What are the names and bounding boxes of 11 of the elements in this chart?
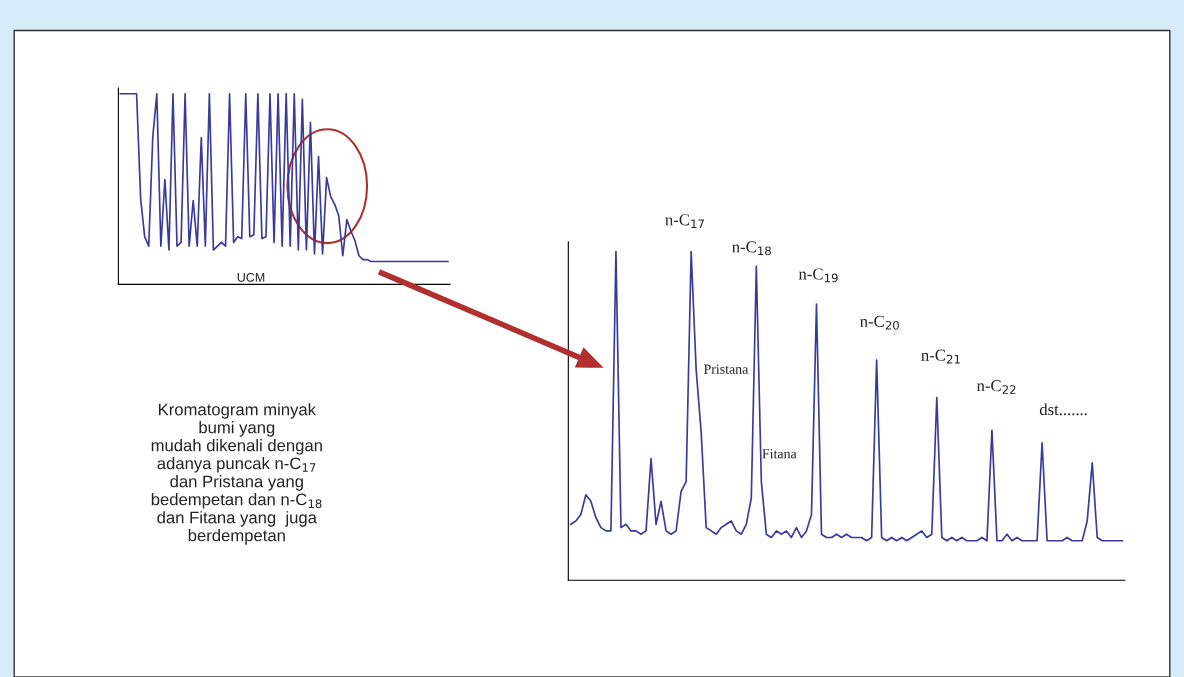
annotation: n-C$_{20}$: [860, 315, 899, 330]
annotation: UCM: [237, 272, 265, 282]
annotation: n-C$_{22}$: [976, 380, 1016, 394]
annotation: n-C$_{19}$: [798, 268, 838, 283]
annotation: n-C$_{18}$: [732, 241, 771, 256]
annotation: Pristana: [703, 364, 749, 374]
annotation: n-C$_{21}$: [921, 349, 960, 364]
text: n-C$_{17}$: [665, 214, 704, 228]
text: Kromatogram minyak bumi yang mudah dikenali dengan adanya puncak n-C$_{17}$ dan Pristana yang bedempetan dan n-C$_{18}$ dan Fitana yang juga berdempetan: [151, 403, 322, 545]
annotation: Fitana: [762, 449, 797, 459]
annotation: dst.......: [1039, 403, 1087, 416]
